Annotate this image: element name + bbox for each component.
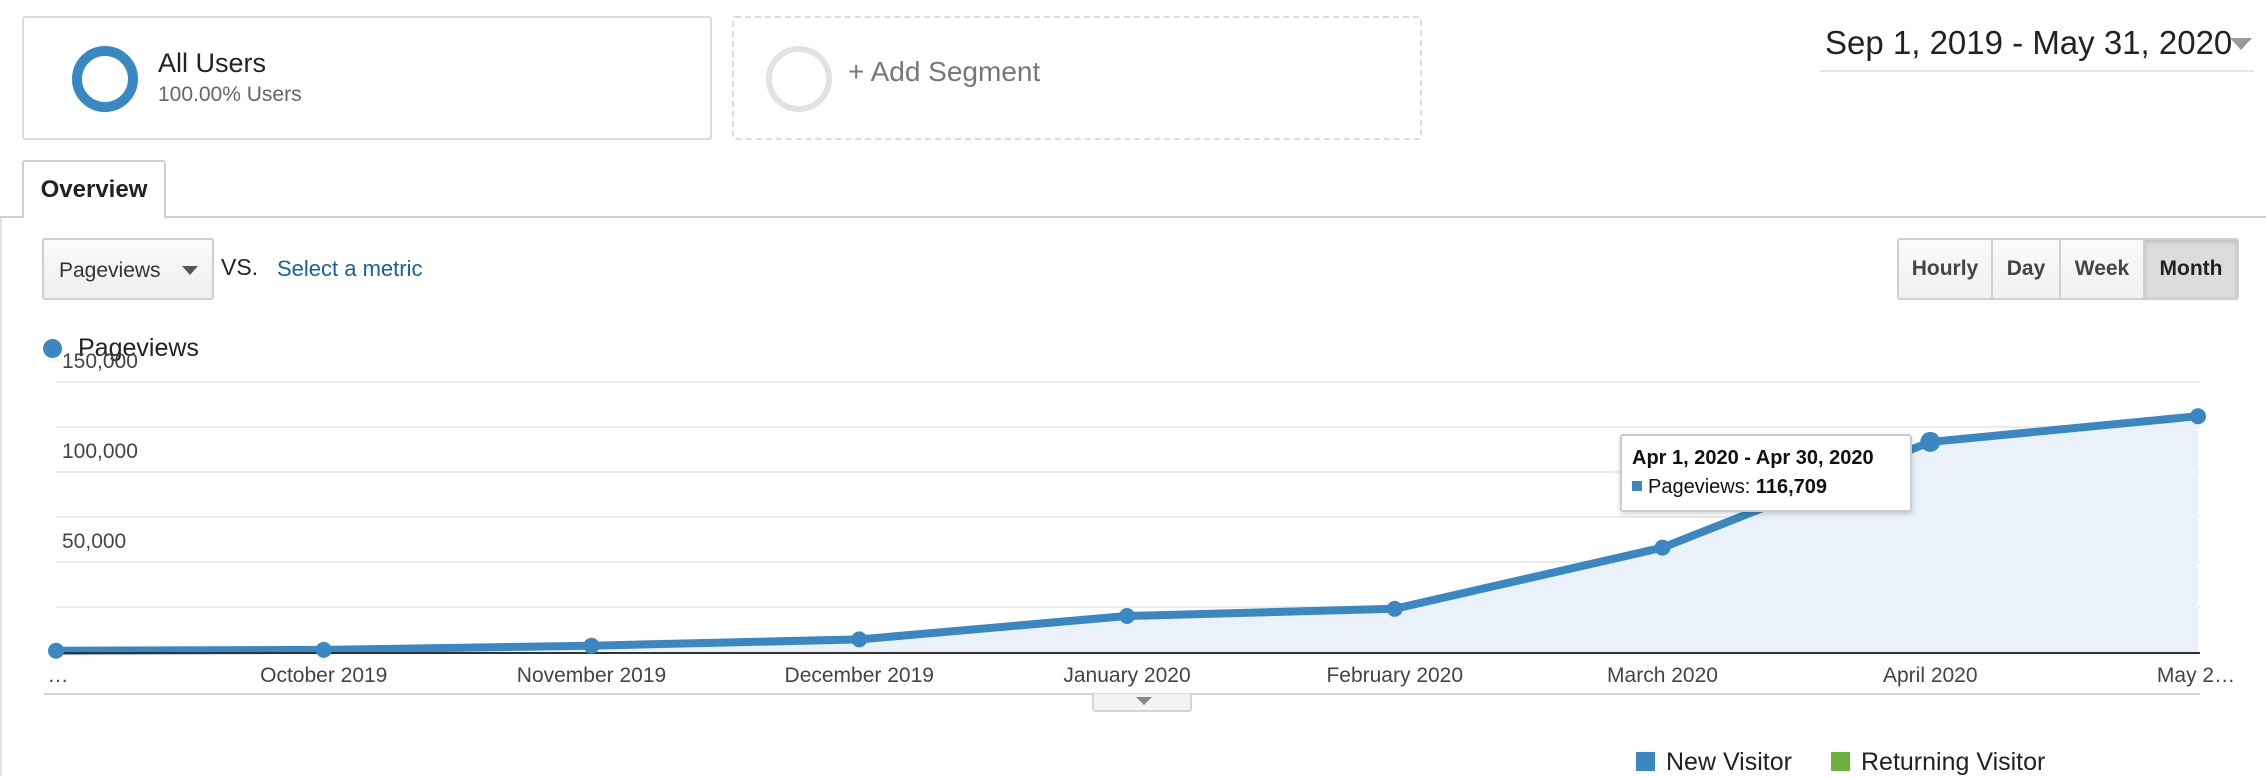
data-point[interactable]	[1920, 431, 1941, 452]
chevron-down-icon	[1136, 697, 1152, 705]
data-point[interactable]	[583, 637, 600, 654]
segment-all-users[interactable]: All Users 100.00% Users	[22, 16, 712, 140]
legend-returning-visitor: Returning Visitor	[1831, 748, 2045, 777]
metric-dropdown[interactable]: Pageviews	[42, 238, 214, 300]
x-tick-label: …	[48, 664, 69, 687]
x-tick-label: December 2019	[785, 664, 934, 687]
segment-subtitle: 100.00% Users	[158, 83, 302, 106]
data-point[interactable]	[851, 631, 868, 648]
hourly-button[interactable]: Hourly	[1897, 238, 1993, 300]
data-point[interactable]	[2190, 408, 2206, 425]
y-tick-label: 50,000	[62, 530, 126, 553]
series-legend-label: Pageviews	[78, 334, 199, 362]
new-visitor-swatch	[1636, 752, 1655, 771]
segment-name: All Users	[158, 48, 267, 78]
empty-segment-ring-icon	[766, 46, 832, 112]
week-button[interactable]: Week	[2059, 238, 2145, 300]
series-legend-dot	[43, 339, 62, 358]
time-granularity-group: Hourly Day Week Month	[1897, 238, 2239, 300]
tooltip-label: Pageviews:	[1648, 476, 1751, 498]
tab-divider	[0, 216, 2266, 218]
tab-overview[interactable]: Overview	[22, 160, 166, 218]
chevron-down-icon	[2230, 38, 2252, 50]
y-tick-label: 100,000	[62, 440, 138, 463]
chart-expand-toggle[interactable]	[1092, 694, 1192, 712]
caret-down-icon	[182, 266, 198, 275]
segment-ring-icon	[72, 46, 138, 112]
add-segment-button[interactable]: + Add Segment	[732, 16, 1422, 140]
x-tick-label: January 2020	[1063, 664, 1190, 687]
tooltip-row: Pageviews: 116,709	[1632, 476, 1900, 499]
x-tick-label: November 2019	[517, 664, 666, 687]
x-tick-label: April 2020	[1883, 664, 1978, 687]
x-tick-label: March 2020	[1607, 664, 1718, 687]
tab-label: Overview	[40, 176, 148, 203]
pageviews-chart: 50,000 100,000 150,000 … October 2019 Novemb…	[44, 350, 2235, 695]
vs-label: VS.	[221, 254, 259, 280]
data-point[interactable]	[1386, 600, 1403, 617]
chart-tooltip: Apr 1, 2020 - Apr 30, 2020 Pageviews: 11…	[1620, 434, 1912, 512]
metric-dropdown-value: Pageviews	[59, 259, 161, 282]
x-tick-label: October 2019	[260, 664, 387, 687]
x-tick-label: May 2…	[2157, 664, 2235, 687]
returning-visitor-swatch	[1831, 752, 1850, 771]
legend-returning-visitor-label: Returning Visitor	[1861, 748, 2046, 776]
series-area	[56, 416, 2198, 652]
legend-new-visitor-label: New Visitor	[1666, 748, 1792, 776]
select-metric-link[interactable]: Select a metric	[277, 256, 423, 281]
data-point[interactable]	[315, 641, 332, 658]
tooltip-title: Apr 1, 2020 - Apr 30, 2020	[1632, 447, 1874, 469]
x-tick-label: February 2020	[1326, 664, 1463, 687]
panel-border	[0, 218, 2, 776]
tooltip-value: 116,709	[1755, 476, 1828, 498]
month-button[interactable]: Month	[2143, 238, 2239, 300]
add-segment-label: + Add Segment	[848, 56, 1041, 87]
data-point[interactable]	[1654, 539, 1671, 556]
tooltip-series-swatch	[1632, 481, 1642, 491]
date-range-picker[interactable]: Sep 1, 2019 - May 31, 2020	[1820, 18, 2254, 72]
legend-new-visitor: New Visitor	[1636, 748, 1792, 777]
data-point[interactable]	[1119, 608, 1135, 624]
y-tick-label: 150,000	[62, 350, 138, 373]
date-range-label: Sep 1, 2019 - May 31, 2020	[1825, 24, 2233, 61]
data-point[interactable]	[48, 642, 64, 659]
